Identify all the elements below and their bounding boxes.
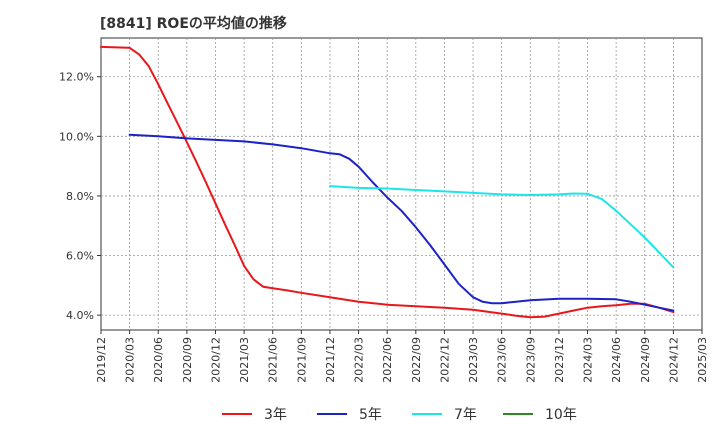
chart-title: [8841] ROEの平均値の推移 — [100, 16, 287, 32]
x-tick-label: 2020/12 — [209, 337, 222, 383]
x-tick-label: 2020/06 — [152, 337, 165, 383]
legend-label-1: 3年 — [264, 407, 287, 423]
plot-area — [100, 37, 703, 331]
legend-label-3: 7年 — [454, 407, 477, 423]
x-tick-label: 2021/06 — [267, 337, 280, 383]
x-tick-label: 2025/03 — [696, 337, 709, 383]
x-tick-label: 2022/06 — [381, 337, 394, 383]
x-tick-label: 2021/09 — [295, 337, 308, 383]
x-tick-label: 2024/12 — [667, 337, 680, 383]
x-tick-label: 2022/12 — [438, 337, 451, 383]
x-tick-label: 2024/03 — [582, 337, 595, 383]
x-tick-label: 2023/12 — [553, 337, 566, 383]
x-tick-label: 2024/09 — [639, 337, 652, 383]
legend-label-2: 5年 — [359, 407, 382, 423]
x-tick-label: 2021/03 — [238, 337, 251, 383]
x-tick-label: 2020/03 — [124, 337, 137, 383]
legend: 3年 5年 7年 10年 — [222, 407, 577, 423]
y-tick-label: 8.0% — [66, 190, 94, 203]
y-tick-label: 10.0% — [59, 130, 94, 143]
series-line-2 — [128, 133, 675, 312]
x-tick-label: 2024/06 — [610, 337, 623, 383]
axis-layer: 2019/12 2020/03 2020/06 2020/09 2020/12 2021/… — [59, 71, 709, 383]
series-line-3 — [329, 185, 675, 269]
x-tick-label: 2021/12 — [324, 337, 337, 383]
x-tick-label: 2023/09 — [524, 337, 537, 383]
grid-layer — [101, 38, 702, 330]
x-tick-label: 2023/03 — [467, 337, 480, 383]
x-tick-label: 2019/12 — [95, 337, 108, 383]
legend-label-4: 10年 — [545, 407, 577, 423]
y-tick-label: 6.0% — [66, 250, 94, 263]
x-tick-label: 2023/06 — [496, 337, 509, 383]
y-tick-label: 12.0% — [59, 71, 94, 84]
y-tick-label: 4.0% — [66, 309, 94, 322]
x-tick-label: 2020/09 — [181, 337, 194, 383]
x-tick-label: 2022/09 — [410, 337, 423, 383]
series-layer — [100, 45, 675, 319]
series-line-1 — [100, 45, 675, 319]
x-tick-label: 2022/03 — [353, 337, 366, 383]
